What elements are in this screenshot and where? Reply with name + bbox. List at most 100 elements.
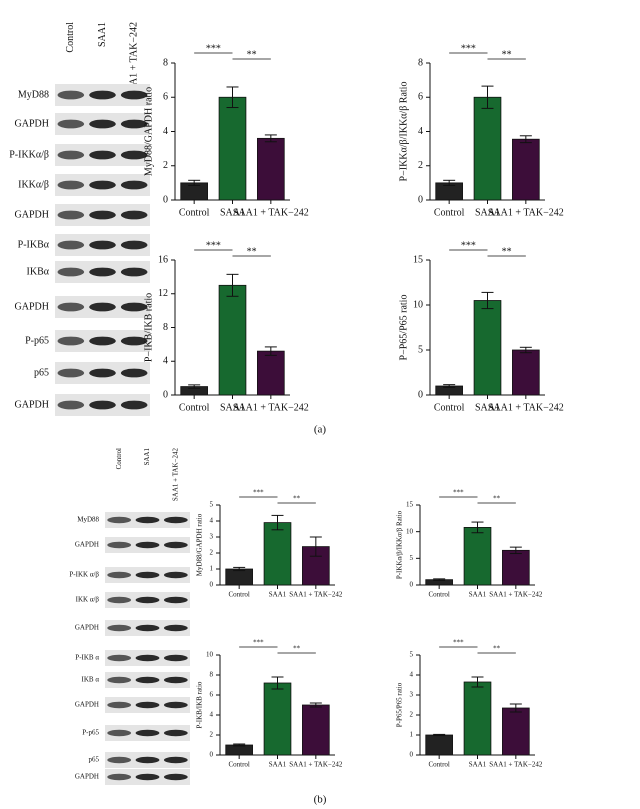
blot-band <box>57 180 85 190</box>
y-tick-label: 0 <box>410 751 414 759</box>
bar <box>225 568 253 586</box>
y-tick-label: 4 <box>410 671 414 679</box>
bar <box>502 549 530 586</box>
x-tick-label: SAA1 + TAK−242 <box>289 761 343 769</box>
y-tick-label: 5 <box>210 501 214 509</box>
blot-band <box>163 596 188 604</box>
blot-band <box>57 150 85 160</box>
blot-band <box>57 240 85 250</box>
significance-label: ** <box>493 645 501 653</box>
blot-band <box>163 516 188 524</box>
y-tick-label: 0 <box>418 194 423 205</box>
blot-band <box>107 756 132 764</box>
blot-column-label: Control <box>115 448 123 469</box>
blot-band <box>135 571 160 579</box>
blot-row-label: IKBα <box>27 266 50 277</box>
blot-band <box>107 541 132 549</box>
blot-band <box>57 267 85 277</box>
x-tick-label: SAA1 + TAK−242 <box>233 402 309 413</box>
x-tick-label: Control <box>228 591 249 599</box>
bar <box>302 704 330 756</box>
blot-band <box>135 624 160 632</box>
blot-band <box>163 729 188 737</box>
significance-label: ** <box>293 495 301 503</box>
y-tick-label: 1 <box>210 565 214 573</box>
y-tick-label: 10 <box>413 299 423 310</box>
y-tick-label: 4 <box>418 126 423 137</box>
y-tick-label: 8 <box>163 322 168 333</box>
y-tick-label: 0 <box>210 581 214 589</box>
blot-band <box>89 302 116 312</box>
y-tick-label: 8 <box>163 57 168 68</box>
significance-label: *** <box>453 639 464 647</box>
y-tick-label: 2 <box>210 731 214 739</box>
blot-band <box>135 729 160 737</box>
x-tick-label: SAA1 + TAK−242 <box>289 591 343 599</box>
blot-row-label: P-IKK α/β <box>69 571 99 579</box>
blot-band <box>135 516 160 524</box>
y-tick-label: 10 <box>206 651 214 659</box>
blot-band <box>120 302 148 312</box>
significance-label: ** <box>293 645 301 653</box>
y-tick-label: 5 <box>410 651 414 659</box>
blot-band <box>135 541 160 549</box>
significance-label: *** <box>206 240 221 251</box>
blot-row-label: P-IKB α <box>75 654 99 662</box>
blot-band <box>89 180 116 190</box>
blot-band <box>107 624 132 632</box>
blot-band <box>135 596 160 604</box>
y-tick-label: 15 <box>406 501 414 509</box>
x-tick-label: SAA1 <box>475 207 500 218</box>
blot-band <box>120 180 148 190</box>
y-tick-label: 0 <box>163 194 168 205</box>
x-tick-label: Control <box>434 207 465 218</box>
bar <box>218 284 247 396</box>
blot-band <box>163 654 188 662</box>
blot-band <box>163 571 188 579</box>
panel-label: (b) <box>314 794 327 806</box>
y-tick-label: 2 <box>163 160 168 171</box>
blot-row-label: GAPDH <box>15 209 49 220</box>
y-tick-label: 8 <box>210 671 214 679</box>
y-tick-label: 4 <box>210 517 214 525</box>
blot-band <box>135 676 160 684</box>
blot-band <box>57 210 85 220</box>
blot-band <box>135 654 160 662</box>
x-tick-label: Control <box>228 761 249 769</box>
x-tick-label: SAA1 <box>269 761 287 769</box>
blot-row-label: GAPDH <box>75 624 99 632</box>
blot-column-label: Control <box>65 22 76 53</box>
x-tick-label: Control <box>179 207 210 218</box>
bar <box>257 350 285 396</box>
blot-row-label: GAPDH <box>15 118 49 129</box>
x-tick-label: SAA1 <box>269 591 287 599</box>
blot-band <box>107 516 132 524</box>
blot-row-label: GAPDH <box>75 773 99 781</box>
blot-band <box>120 336 148 346</box>
blot-band <box>107 571 132 579</box>
bar <box>257 137 285 201</box>
significance-label: ** <box>247 49 257 60</box>
blot-row-label: p65 <box>34 367 49 378</box>
y-tick-label: 0 <box>418 389 423 400</box>
blot-band <box>135 701 160 709</box>
significance-label: ** <box>502 246 512 257</box>
blot-band <box>89 210 116 220</box>
blot-band <box>120 119 148 129</box>
blot-band <box>89 150 116 160</box>
blot-band <box>89 119 116 129</box>
y-axis-label: P−P65/P65 ratio <box>398 295 409 361</box>
blot-band <box>89 267 116 277</box>
y-axis-label: P-IKB/IKB ratio <box>196 681 204 728</box>
blot-band <box>135 756 160 764</box>
x-tick-label: SAA1 + TAK−242 <box>488 207 564 218</box>
blot-band <box>107 701 132 709</box>
x-tick-label: Control <box>428 591 449 599</box>
blot-band <box>89 400 116 410</box>
panel-label: (a) <box>314 424 327 436</box>
significance-label: *** <box>461 240 476 251</box>
significance-label: *** <box>453 489 464 497</box>
y-tick-label: 0 <box>210 751 214 759</box>
y-tick-label: 5 <box>418 344 423 355</box>
bar <box>263 522 292 586</box>
